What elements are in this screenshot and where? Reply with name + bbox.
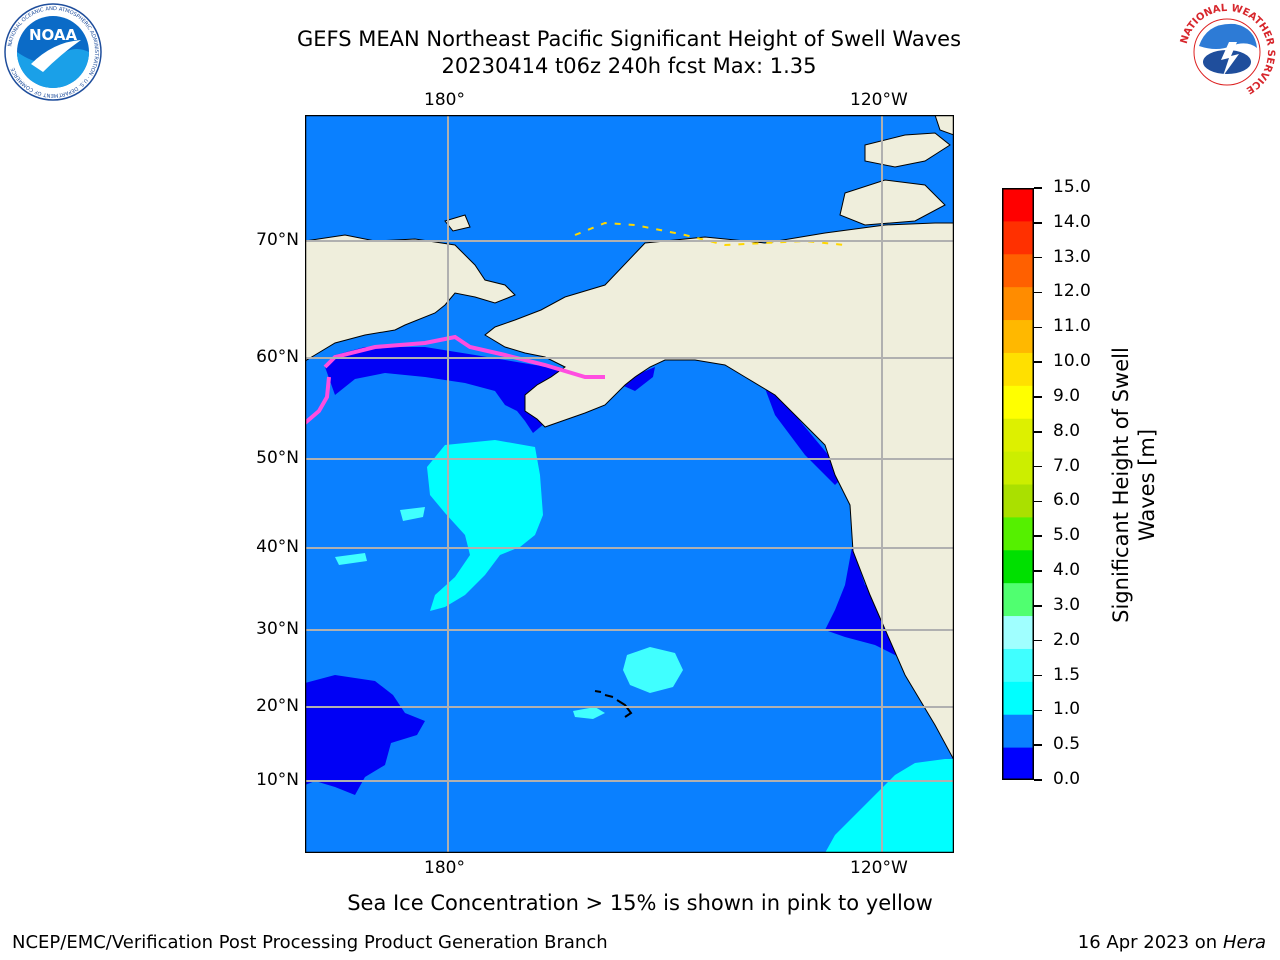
colorbar-tick-label: 14.0 — [1053, 211, 1091, 232]
colorbar-tick — [1034, 256, 1042, 259]
colorbar-segment — [1002, 615, 1034, 649]
colorbar-segment — [1002, 714, 1034, 748]
noaa-logo: NOAA NATIONAL OCEANIC AND ATMOSPHERIC AD… — [3, 2, 103, 102]
lat-label-30n: 30°N — [256, 619, 299, 639]
colorbar-tick-label: 4.0 — [1053, 560, 1081, 581]
colorbar-tick-label: 12.0 — [1053, 281, 1091, 302]
lat-label-10n: 10°N — [256, 770, 299, 790]
map-panel — [304, 114, 955, 854]
colorbar-tick — [1034, 744, 1042, 746]
colorbar-tick — [1034, 291, 1042, 294]
colorbar-segment — [1002, 188, 1034, 222]
colorbar-tick — [1034, 465, 1042, 468]
swell-high-hawaii-small — [573, 707, 605, 719]
lon-label-bottom-120w: 120°W — [850, 858, 908, 878]
land-hawaii — [594, 690, 633, 718]
colorbar-tick-label: 5.0 — [1053, 525, 1081, 546]
swell-high-west-bits — [335, 507, 425, 565]
colorbar-tick — [1034, 361, 1042, 363]
colorbar-label: Significant Height of Swell Waves [m] — [1109, 347, 1159, 623]
colorbar — [1002, 188, 1034, 781]
colorbar-tick — [1034, 570, 1042, 572]
colorbar-tick-label: 0.0 — [1053, 769, 1081, 789]
colorbar-tick — [1034, 431, 1042, 433]
colorbar-segment — [1002, 253, 1034, 288]
colorbar-tick — [1034, 639, 1042, 642]
footer-date-text: 16 Apr 2023 on — [1077, 932, 1223, 953]
colorbar-tick-label: 7.0 — [1053, 455, 1081, 476]
colorbar-tick — [1034, 326, 1042, 329]
nws-logo: NATIONAL WEATHER SERVICE — [1177, 2, 1277, 102]
colorbar-tick — [1034, 674, 1042, 677]
colorbar-segment — [1002, 681, 1034, 715]
colorbar-segment — [1002, 418, 1034, 452]
map-frame — [304, 114, 955, 854]
swell-high-se — [825, 759, 954, 853]
colorbar-segment — [1002, 747, 1034, 781]
colorbar-segment — [1002, 451, 1034, 485]
footer-machine: Hera — [1222, 932, 1266, 953]
lat-label-40n: 40°N — [256, 537, 299, 557]
chart-title: GEFS MEAN Northeast Pacific Significant … — [296, 27, 962, 51]
lat-label-20n: 20°N — [256, 696, 299, 716]
sea-ice-edge-2 — [305, 376, 331, 425]
colorbar-segment — [1002, 549, 1034, 584]
colorbar-segment — [1002, 385, 1034, 419]
colorbar-tick-label: 11.0 — [1053, 316, 1091, 337]
colorbar-segment — [1002, 286, 1034, 321]
colorbar-tick — [1034, 500, 1042, 503]
chart-subtitle: 20230414 t06z 240h fcst Max: 1.35 — [441, 54, 817, 78]
colorbar-tick — [1034, 535, 1042, 537]
colorbar-segment — [1002, 352, 1034, 386]
swell-low-sw — [305, 675, 425, 795]
colorbar-frame — [1002, 188, 1034, 780]
colorbar-tick — [1034, 222, 1042, 224]
colorbar-segment — [1002, 648, 1034, 682]
colorbar-tick-label: 3.0 — [1053, 594, 1081, 615]
colorbar-tick-label: 13.0 — [1053, 246, 1091, 267]
colorbar-tick-label: 0.5 — [1053, 734, 1081, 755]
colorbar-tick-label: 1.0 — [1053, 699, 1081, 720]
colorbar-tick — [1034, 605, 1042, 607]
colorbar-tick-label: 15.0 — [1053, 177, 1091, 197]
swell-high-central — [427, 440, 543, 611]
colorbar-segment — [1002, 582, 1034, 617]
lon-label-top-120w: 120°W — [850, 90, 908, 110]
colorbar-segment — [1002, 319, 1034, 353]
colorbar-tick-label: 9.0 — [1053, 385, 1081, 406]
sea-ice-caption: Sea Ice Concentration > 15% is shown in … — [347, 891, 933, 915]
colorbar-tick-label: 1.5 — [1053, 664, 1081, 685]
lon-label-top-180: 180° — [424, 90, 465, 110]
colorbar-tick — [1034, 709, 1042, 712]
colorbar-tick-label: 8.0 — [1053, 420, 1081, 441]
swell-high-hawaii — [623, 647, 683, 693]
colorbar-tick-label: 10.0 — [1053, 351, 1091, 372]
lat-label-50n: 50°N — [256, 448, 299, 468]
colorbar-segment — [1002, 516, 1034, 551]
colorbar-tick-label: 6.0 — [1053, 490, 1081, 511]
lon-label-bottom-180: 180° — [424, 858, 465, 878]
lat-label-70n: 70°N — [256, 230, 299, 250]
land-arctic-islands — [444, 115, 954, 232]
colorbar-segment — [1002, 220, 1034, 255]
colorbar-tick — [1034, 779, 1042, 781]
swell-low-bc — [760, 375, 845, 485]
sea-ice-edge — [323, 334, 605, 379]
colorbar-tick — [1034, 187, 1042, 189]
colorbar-segment — [1002, 484, 1034, 518]
footer-branch: NCEP/EMC/Verification Post Processing Pr… — [12, 932, 608, 953]
swell-low-alaska — [617, 367, 655, 391]
colorbar-tick — [1034, 396, 1042, 398]
footer-date: 16 Apr 2023 on Hera — [1078, 932, 1266, 953]
colorbar-tick-label: 2.0 — [1053, 629, 1081, 650]
noaa-text: NOAA — [29, 26, 78, 44]
lat-label-60n: 60°N — [256, 347, 299, 367]
